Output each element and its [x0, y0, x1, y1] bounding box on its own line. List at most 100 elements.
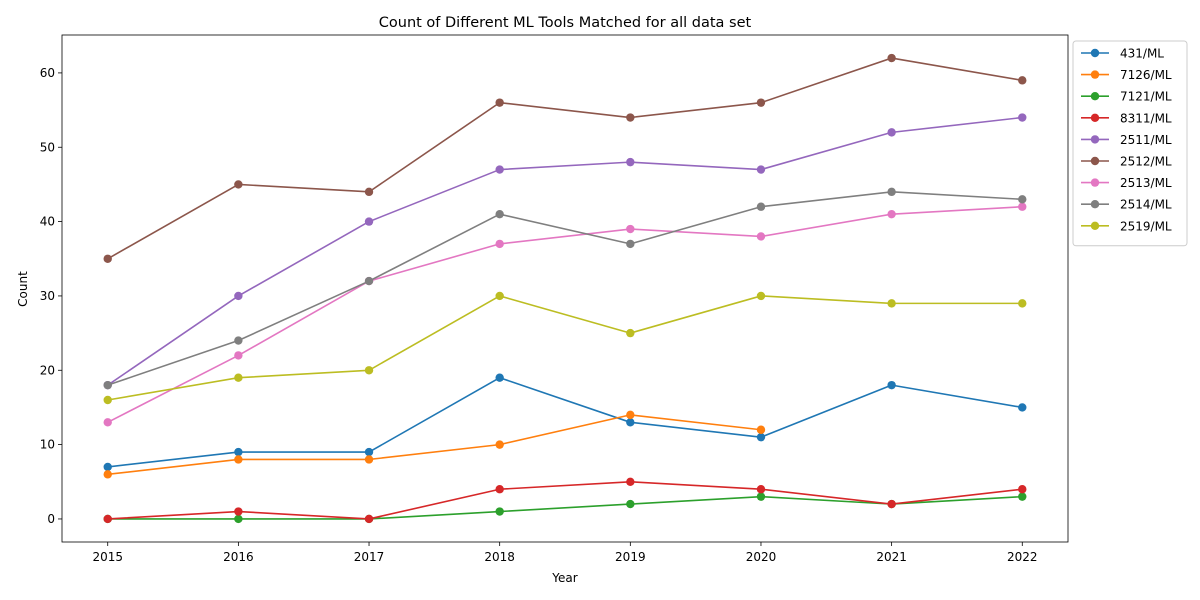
data-point [626, 224, 635, 234]
legend-label: 7126/ML [1120, 68, 1172, 82]
data-point [756, 165, 766, 174]
y-tick-label: 60 [40, 66, 55, 80]
series-layer [103, 53, 1027, 524]
data-point [495, 98, 504, 107]
data-point [887, 128, 896, 137]
data-point [364, 187, 374, 197]
data-point [234, 514, 243, 524]
plot-area [61, 34, 1069, 543]
data-point [626, 157, 635, 167]
series-line [107, 57, 1023, 260]
legend-swatch-marker [1090, 156, 1100, 166]
series-line [107, 376, 1023, 468]
series-line [107, 116, 1023, 386]
data-point [234, 291, 243, 301]
series-line [107, 414, 762, 476]
data-point [626, 477, 635, 486]
series-line [107, 191, 1023, 386]
y-axis: 0 10 20 30 40 50 60 [40, 66, 62, 526]
data-point [1018, 76, 1027, 85]
data-point [234, 351, 243, 360]
legend-label: 7121/ML [1120, 90, 1172, 104]
x-tick-label: 2021 [876, 550, 907, 564]
x-axis: 2015 2016 2017 2018 2019 2020 2021 2022 [92, 542, 1038, 564]
data-point [1018, 403, 1027, 412]
x-tick-label: 2015 [92, 550, 123, 564]
data-point [887, 299, 896, 308]
data-point [364, 366, 374, 375]
data-point [626, 418, 635, 427]
data-point [1018, 113, 1027, 122]
data-point [756, 291, 766, 301]
y-tick-label: 40 [40, 215, 55, 229]
legend-swatch-marker [1090, 113, 1100, 123]
y-tick-label: 10 [40, 438, 55, 452]
y-tick-label: 50 [40, 140, 55, 154]
data-point [103, 470, 112, 479]
legend-label: 2513/ML [1120, 176, 1172, 190]
legend-frame [1072, 40, 1188, 247]
data-point [103, 380, 112, 390]
data-point [1018, 299, 1027, 308]
legend-label: 2511/ML [1120, 133, 1172, 147]
series-line [107, 480, 1023, 520]
data-point [495, 209, 504, 219]
series-2514-ml [103, 187, 1027, 390]
chart-title: Count of Different ML Tools Matched for … [379, 15, 752, 31]
data-point [756, 202, 766, 211]
data-point [234, 180, 243, 189]
legend-swatch-marker [1090, 221, 1100, 230]
legend-swatch-marker [1090, 135, 1100, 144]
legend-swatch-marker [1090, 200, 1100, 209]
data-point [1018, 492, 1027, 501]
data-point [756, 232, 766, 241]
series-7121-ml [103, 492, 1027, 524]
series-2512-ml [103, 53, 1027, 263]
legend-entry: 2511/ML [1081, 133, 1172, 147]
legend-entry: 7121/ML [1081, 90, 1172, 104]
legend-entry: 2519/ML [1081, 219, 1172, 233]
legend-label: 2514/ML [1120, 198, 1172, 212]
plot-frame [61, 34, 1069, 543]
data-point [887, 499, 896, 509]
data-point [103, 254, 112, 263]
x-tick-label: 2020 [746, 550, 777, 564]
x-tick-label: 2018 [484, 550, 515, 564]
data-point [103, 395, 112, 405]
data-point [887, 209, 896, 219]
data-point [364, 276, 374, 286]
series-line [107, 205, 1023, 424]
data-point [495, 507, 504, 516]
series-line [107, 495, 1023, 520]
series-431-ml [103, 373, 1027, 472]
legend-label: 431/ML [1120, 47, 1164, 61]
series-8311-ml [103, 477, 1027, 524]
series-2519-ml [103, 291, 1027, 405]
data-point [626, 499, 635, 509]
data-point [364, 455, 374, 464]
legend-swatch-marker [1090, 178, 1100, 187]
series-line [107, 295, 1023, 401]
data-point [103, 462, 112, 472]
data-point [495, 291, 504, 301]
data-point [495, 373, 504, 382]
x-tick-label: 2016 [223, 550, 254, 564]
data-point [756, 98, 766, 107]
y-tick-label: 0 [47, 512, 55, 526]
x-axis-title: Year [551, 571, 577, 585]
data-point [495, 440, 504, 449]
data-point [234, 447, 243, 457]
data-point [756, 492, 766, 501]
data-point [626, 410, 635, 420]
legend-entry: 2514/ML [1081, 198, 1172, 212]
data-point [495, 239, 504, 249]
legend-swatch-marker [1090, 92, 1100, 101]
series-2513-ml [103, 202, 1027, 427]
legend-entry: 8311/ML [1081, 111, 1172, 125]
legend-label: 2512/ML [1120, 155, 1172, 169]
data-point [756, 485, 766, 494]
data-point [756, 425, 766, 434]
data-point [887, 53, 896, 63]
legend-entry: 431/ML [1081, 47, 1164, 61]
